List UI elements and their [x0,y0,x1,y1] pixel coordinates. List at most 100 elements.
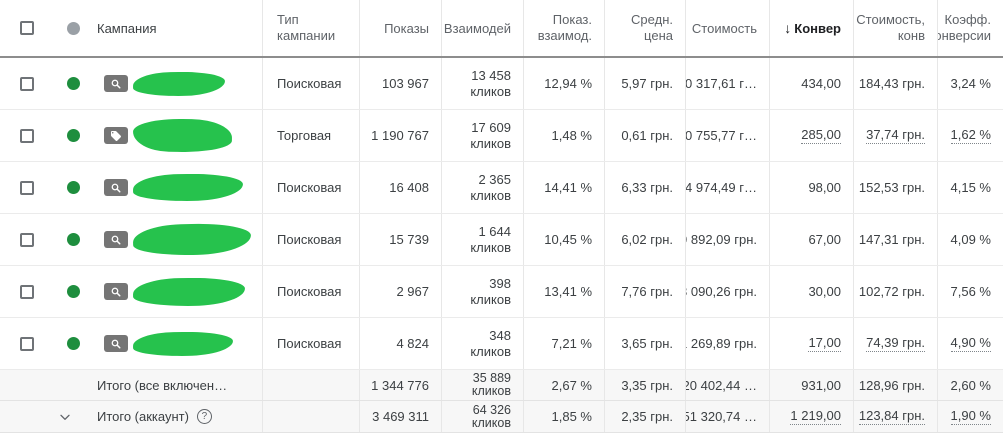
total-conv-rate: 2,60 % [937,370,1003,400]
campaign-name-redacted[interactable] [132,222,252,257]
cost-per-conv-cell[interactable]: 74,39 грн. [853,318,937,369]
campaign-name-redacted[interactable] [132,70,226,97]
avg-cost-cell: 6,02 грн. [604,214,685,265]
column-header-impressions[interactable]: Показы [359,0,441,56]
status-enabled-icon[interactable] [67,77,80,90]
interactions-cell: 1 644 кликов [441,214,523,265]
conv-rate-cell[interactable]: 1,62 % [937,110,1003,161]
sort-descending-icon: ↓ [784,20,792,36]
campaign-type-cell: Поисковая [262,266,359,317]
conversions-cell[interactable]: 285,00 [769,110,853,161]
table-header-row: Кампания Тип кампании Показы Взаимодей П… [0,0,1003,58]
status-enabled-icon[interactable] [67,285,80,298]
table-row: Поисковая 103 967 13 458 кликов 12,94 % … [0,58,1003,110]
status-enabled-icon[interactable] [67,337,80,350]
campaign-cell [0,266,262,317]
chevron-down-icon[interactable] [57,409,73,425]
avg-cost-cell: 5,97 грн. [604,58,685,109]
account-conv-rate[interactable]: 1,90 % [937,401,1003,432]
cost-per-conv-cell: 147,31 грн. [853,214,937,265]
avg-cost-cell: 7,76 грн. [604,266,685,317]
total-interactions: 35 889 кликов [441,370,523,400]
impressions-cell: 4 824 [359,318,441,369]
cost-per-conv-cell: 152,53 грн. [853,162,937,213]
conversions-cell: 30,00 [769,266,853,317]
search-campaign-icon [104,283,128,300]
campaign-cell [0,162,262,213]
interaction-rate-cell: 13,41 % [523,266,604,317]
status-enabled-icon[interactable] [67,181,80,194]
total-cost-per-conv: 128,96 грн. [853,370,937,400]
total-label-cell: Итого (все включен… [0,370,262,400]
column-header-campaign-type[interactable]: Тип кампании [262,0,359,56]
table-row: Поисковая 15 739 1 644 кликов 10,45 % 6,… [0,214,1003,266]
status-enabled-icon[interactable] [67,233,80,246]
campaign-name-redacted[interactable] [132,330,234,357]
interactions-cell: 398 кликов [441,266,523,317]
column-header-interaction-rate[interactable]: Показ. взаимод. [523,0,604,56]
column-header-cost-per-conversion[interactable]: Стоимость, конв [853,0,937,56]
help-icon[interactable]: ? [196,409,212,424]
account-cost-per-conv[interactable]: 123,84 грн. [853,401,937,432]
conversions-cell: 98,00 [769,162,853,213]
cost-per-conv-cell[interactable]: 37,74 грн. [853,110,937,161]
campaign-name-redacted[interactable] [132,173,244,202]
row-checkbox[interactable] [20,76,34,91]
account-type-cell [262,401,359,432]
total-conversions: 931,00 [769,370,853,400]
table-body: Поисковая 103 967 13 458 кликов 12,94 % … [0,58,1003,370]
shopping-campaign-icon [104,127,128,144]
avg-cost-cell: 0,61 грн. [604,110,685,161]
search-campaign-icon [104,179,128,196]
interaction-rate-cell: 1,48 % [523,110,604,161]
conv-rate-cell: 4,09 % [937,214,1003,265]
account-conversions[interactable]: 1 219,00 [769,401,853,432]
status-column-icon[interactable] [67,21,80,35]
row-checkbox[interactable] [20,284,34,299]
total-all-campaigns-row: Итого (все включен… 1 344 776 35 889 кли… [0,370,1003,401]
column-header-avg-cost[interactable]: Средн. цена [604,0,685,56]
interactions-cell: 13 458 кликов [441,58,523,109]
total-avg-cost: 3,35 грн. [604,370,685,400]
search-campaign-icon [104,231,128,248]
row-checkbox[interactable] [20,232,34,247]
row-checkbox[interactable] [20,128,34,143]
column-header-interactions[interactable]: Взаимодей [441,0,523,56]
interaction-rate-cell: 10,45 % [523,214,604,265]
impressions-cell: 1 190 767 [359,110,441,161]
interaction-rate-cell: 7,21 % [523,318,604,369]
account-interaction-rate: 1,85 % [523,401,604,432]
column-header-conversions-sorted[interactable]: ↓ Конвер [769,0,853,56]
cost-per-conv-cell: 184,43 грн. [853,58,937,109]
campaign-name-redacted[interactable] [132,118,233,153]
total-cost: 120 402,44 … [685,370,769,400]
row-checkbox[interactable] [20,180,34,195]
search-campaign-icon [104,335,128,352]
status-enabled-icon[interactable] [67,129,80,142]
column-header-cost[interactable]: Стоимость [685,0,769,56]
conv-rate-cell[interactable]: 4,90 % [937,318,1003,369]
total-interaction-rate: 2,67 % [523,370,604,400]
campaign-type-cell: Торговая [262,110,359,161]
conversions-cell[interactable]: 17,00 [769,318,853,369]
campaign-cell [0,214,262,265]
column-header-campaign[interactable]: Кампания [97,20,157,36]
campaign-cell [0,318,262,369]
impressions-cell: 15 739 [359,214,441,265]
row-checkbox[interactable] [20,336,34,351]
search-campaign-icon [104,75,128,92]
column-header-conversion-rate[interactable]: Коэфф. конверсии [937,0,1003,56]
campaign-type-cell: Поисковая [262,162,359,213]
interactions-cell: 2 365 кликов [441,162,523,213]
cost-cell: 3 090,26 грн. [685,266,769,317]
table-row: Торговая 1 190 767 17 609 кликов 1,48 % … [0,110,1003,162]
campaign-type-cell: Поисковая [262,58,359,109]
cost-cell: 1 269,89 грн. [685,318,769,369]
total-impressions: 1 344 776 [359,370,441,400]
select-all-checkbox[interactable] [20,21,34,35]
account-impressions: 3 469 311 [359,401,441,432]
account-label-cell: Итого (аккаунт) ? [0,401,262,432]
total-account-row: Итого (аккаунт) ? 3 469 311 64 326 клико… [0,401,1003,433]
campaign-name-redacted[interactable] [132,276,246,307]
